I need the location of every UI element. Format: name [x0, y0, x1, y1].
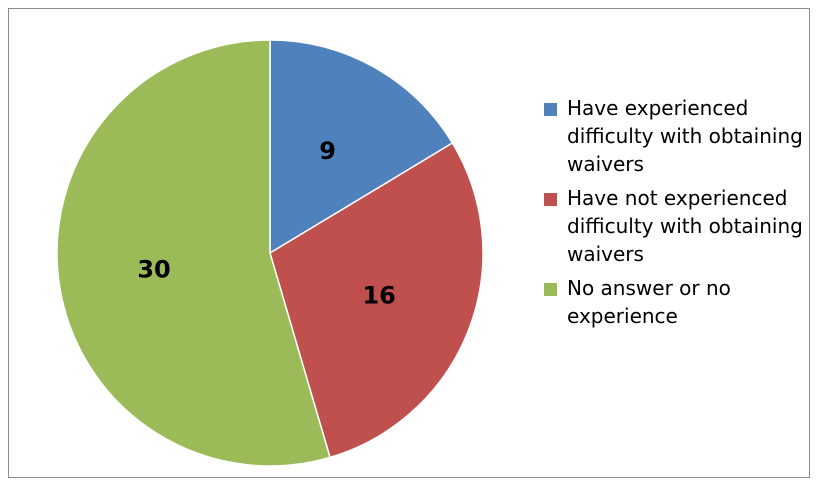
pie-slice-not-experienced	[269, 141, 484, 459]
legend-label-not-experienced: Have not experienced difficulty with obt…	[567, 186, 803, 266]
pie-data-labels: 9 16 30	[137, 137, 396, 310]
legend-swatch-no-answer	[544, 283, 557, 296]
data-label-not-experienced: 16	[362, 282, 395, 310]
pie-slice-no-answer	[56, 39, 331, 467]
legend-entry-experienced: Have experienced difficulty with obtaini…	[544, 94, 814, 178]
legend-entry-not-experienced: Have not experienced difficulty with obt…	[544, 184, 814, 268]
legend: Have experienced difficulty with obtaini…	[544, 94, 814, 336]
data-label-no-answer: 30	[137, 256, 170, 284]
legend-label-experienced: Have experienced difficulty with obtaini…	[567, 96, 803, 176]
pie-slice-experienced	[269, 39, 454, 255]
data-label-experienced: 9	[319, 137, 336, 165]
legend-label-no-answer: No answer or no experience	[567, 276, 731, 328]
pie-slices	[56, 39, 484, 467]
legend-swatch-experienced	[544, 103, 557, 116]
legend-swatch-not-experienced	[544, 193, 557, 206]
legend-entry-no-answer: No answer or no experience	[544, 274, 814, 330]
